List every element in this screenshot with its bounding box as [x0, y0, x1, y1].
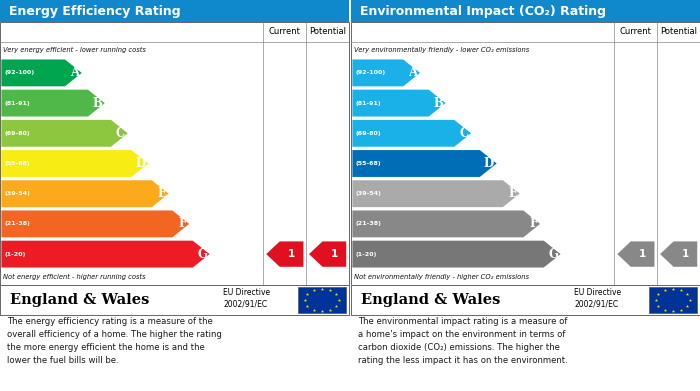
Text: (39-54): (39-54): [4, 191, 30, 196]
Text: Not energy efficient - higher running costs: Not energy efficient - higher running co…: [4, 274, 146, 280]
Polygon shape: [617, 241, 654, 267]
Text: E: E: [158, 187, 166, 200]
Text: (21-38): (21-38): [4, 221, 30, 226]
Text: (81-91): (81-91): [355, 100, 381, 106]
Text: (69-80): (69-80): [355, 131, 381, 136]
Text: D: D: [484, 157, 494, 170]
Text: G: G: [548, 248, 558, 261]
Text: F: F: [178, 217, 187, 230]
Text: Energy Efficiency Rating: Energy Efficiency Rating: [8, 5, 181, 18]
Text: (1-20): (1-20): [4, 251, 26, 256]
Polygon shape: [352, 150, 497, 177]
Polygon shape: [1, 150, 148, 177]
Text: 1: 1: [682, 249, 689, 259]
Bar: [650, 287, 696, 313]
Text: England & Wales: England & Wales: [10, 293, 150, 307]
Polygon shape: [1, 59, 82, 86]
Text: (21-38): (21-38): [355, 221, 381, 226]
Text: 1: 1: [288, 249, 295, 259]
Polygon shape: [1, 120, 128, 147]
Polygon shape: [1, 210, 189, 237]
Text: Current: Current: [269, 27, 301, 36]
Text: 1: 1: [639, 249, 646, 259]
Text: (39-54): (39-54): [355, 191, 381, 196]
Polygon shape: [1, 180, 169, 207]
Text: G: G: [197, 248, 207, 261]
Text: (55-68): (55-68): [4, 161, 30, 166]
Text: F: F: [529, 217, 538, 230]
Text: (55-68): (55-68): [355, 161, 381, 166]
Polygon shape: [352, 90, 446, 117]
Polygon shape: [352, 241, 561, 267]
Text: B: B: [433, 97, 443, 109]
Polygon shape: [309, 241, 346, 267]
Polygon shape: [352, 59, 420, 86]
Text: EU Directive
2002/91/EC: EU Directive 2002/91/EC: [223, 288, 270, 309]
Text: C: C: [459, 127, 468, 140]
Polygon shape: [352, 180, 519, 207]
Text: Not environmentally friendly - higher CO₂ emissions: Not environmentally friendly - higher CO…: [354, 274, 529, 280]
Text: (69-80): (69-80): [4, 131, 30, 136]
Text: (81-91): (81-91): [4, 100, 30, 106]
Text: Current: Current: [620, 27, 652, 36]
Text: C: C: [116, 127, 125, 140]
Text: A: A: [70, 66, 79, 79]
Text: E: E: [508, 187, 517, 200]
Text: Potential: Potential: [660, 27, 697, 36]
Text: D: D: [136, 157, 146, 170]
Text: (92-100): (92-100): [355, 70, 385, 75]
Text: Potential: Potential: [309, 27, 346, 36]
Text: A: A: [408, 66, 417, 79]
Text: Very environmentally friendly - lower CO₂ emissions: Very environmentally friendly - lower CO…: [354, 47, 530, 53]
Text: B: B: [92, 97, 102, 109]
Text: England & Wales: England & Wales: [361, 293, 500, 307]
Polygon shape: [1, 90, 105, 117]
Polygon shape: [352, 210, 540, 237]
Text: (92-100): (92-100): [4, 70, 34, 75]
Text: The environmental impact rating is a measure of
a home's impact on the environme: The environmental impact rating is a mea…: [358, 317, 568, 365]
Bar: [298, 287, 346, 313]
Polygon shape: [352, 120, 471, 147]
Text: The energy efficiency rating is a measure of the
overall efficiency of a home. T: The energy efficiency rating is a measur…: [7, 317, 222, 365]
Text: Environmental Impact (CO₂) Rating: Environmental Impact (CO₂) Rating: [360, 5, 606, 18]
Polygon shape: [266, 241, 304, 267]
Text: Very energy efficient - lower running costs: Very energy efficient - lower running co…: [4, 47, 146, 53]
Polygon shape: [1, 241, 209, 267]
Text: (1-20): (1-20): [355, 251, 377, 256]
Text: EU Directive
2002/91/EC: EU Directive 2002/91/EC: [575, 288, 622, 309]
Polygon shape: [660, 241, 697, 267]
Text: 1: 1: [330, 249, 338, 259]
